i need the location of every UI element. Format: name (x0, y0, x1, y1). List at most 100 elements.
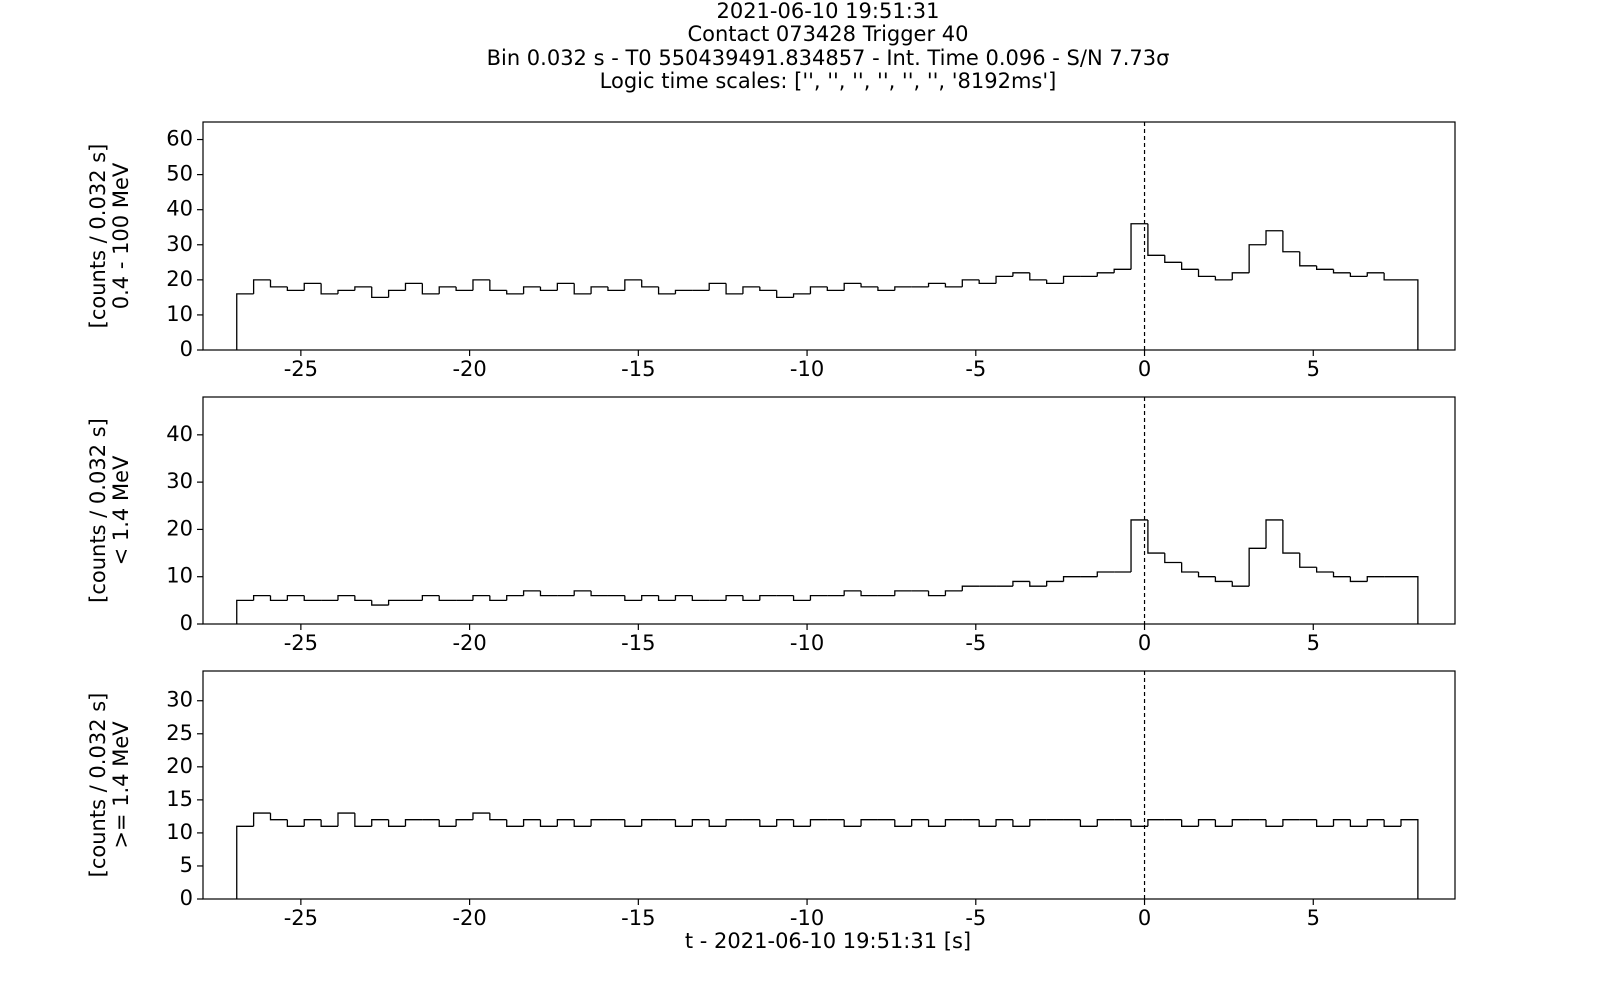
histogram-step (759, 594, 777, 601)
y-tick-label: 10 (166, 820, 193, 844)
histogram-step (1096, 819, 1115, 827)
histogram-step (421, 594, 440, 601)
x-tick-label: -10 (790, 906, 824, 930)
x-tick-label: -10 (790, 631, 824, 655)
x-tick-label: -25 (284, 357, 318, 381)
histogram-step (489, 279, 507, 292)
histogram-step (1383, 272, 1402, 281)
x-tick-label: 5 (1307, 631, 1320, 655)
histogram-step (691, 819, 710, 827)
histogram-step (725, 819, 743, 827)
histogram-step (944, 283, 963, 288)
histogram-step (1130, 819, 1148, 827)
x-tick-label: 5 (1307, 357, 1320, 381)
histogram-step (725, 283, 743, 295)
histogram-step (708, 819, 727, 827)
histogram-step (371, 819, 389, 827)
x-tick-label: 5 (1307, 906, 1320, 930)
histogram-step (860, 819, 878, 827)
histogram-step (1332, 269, 1351, 274)
histogram-step (1401, 279, 1419, 350)
histogram-step (809, 819, 828, 827)
histogram-step (894, 286, 912, 291)
histogram-step (354, 813, 372, 827)
histogram-step (776, 819, 794, 827)
histogram-step (1079, 819, 1098, 827)
histogram-step (1012, 272, 1030, 277)
histogram-step (792, 595, 811, 602)
y-tick-label: 30 (166, 469, 193, 493)
histogram-step (1400, 819, 1419, 899)
histogram-step (978, 819, 997, 827)
histogram-step (641, 279, 659, 288)
histogram-step (843, 282, 862, 291)
histogram-step (438, 595, 457, 602)
histogram-step (1164, 255, 1182, 263)
y-tick-label: 20 (166, 516, 193, 540)
y-tick-label: 0 (180, 611, 193, 635)
y-tick-label: 20 (166, 754, 193, 778)
histogram-step (286, 594, 305, 601)
histogram-step (641, 819, 659, 827)
histogram-step (1046, 580, 1064, 587)
histogram-step (404, 282, 423, 291)
y-axis-label: [counts / 0.032 s] (86, 144, 110, 329)
histogram-step (522, 590, 541, 596)
histogram-step (1299, 553, 1317, 568)
y-tick-label: 0 (180, 886, 193, 910)
y-axis-label: >= 1.4 MeV (109, 721, 133, 849)
histogram-step (1181, 262, 1199, 270)
histogram-step (337, 812, 355, 827)
histogram-step (809, 286, 828, 294)
histogram-step (1248, 244, 1267, 273)
histogram-step (539, 819, 558, 827)
x-axis-label: t - 2021-06-10 19:51:31 [s] (685, 929, 971, 953)
y-tick-label: 20 (166, 267, 193, 291)
y-tick-label: 40 (166, 422, 193, 446)
histogram-step (455, 819, 473, 827)
histogram-step (978, 279, 997, 285)
histogram-step (438, 286, 457, 294)
histogram-step (1062, 576, 1081, 582)
x-tick-label: -25 (284, 631, 318, 655)
histogram-step (843, 819, 862, 827)
histogram-step (286, 819, 305, 827)
histogram-step (708, 282, 727, 291)
histogram-step (1231, 819, 1250, 827)
y-tick-label: 60 (166, 127, 193, 151)
histogram-step (489, 595, 507, 602)
histogram-step (725, 594, 743, 601)
y-tick-label: 30 (166, 232, 193, 256)
histogram-step (1164, 553, 1182, 564)
histogram-step (1130, 519, 1148, 572)
histogram-step (455, 286, 473, 292)
histogram-step (1231, 581, 1250, 587)
histogram-step (674, 819, 693, 827)
histogram-step (371, 600, 389, 606)
histogram-step (1366, 576, 1385, 582)
histogram-step (337, 594, 355, 601)
histogram-step (1383, 819, 1402, 827)
histogram-step (944, 819, 963, 827)
histogram-step (1349, 819, 1368, 827)
y-tick-label: 0 (180, 337, 193, 361)
histogram-step (252, 812, 271, 827)
histogram-step (1401, 576, 1419, 624)
histogram-step (522, 819, 541, 827)
histogram-step (320, 819, 338, 827)
histogram-step (944, 590, 963, 596)
histogram-step (269, 279, 288, 288)
y-tick-label: 40 (166, 197, 193, 221)
axes-frame (202, 396, 1456, 625)
histogram-step (624, 819, 642, 827)
histogram-step (573, 283, 592, 295)
histogram-step (1282, 519, 1300, 554)
histogram-step (590, 590, 608, 597)
histogram-step (1029, 272, 1047, 281)
histogram-step (742, 286, 760, 294)
histogram-step (236, 599, 254, 624)
histogram-step (269, 813, 288, 821)
histogram-step (236, 825, 254, 899)
x-tick-label: 0 (1138, 631, 1151, 655)
title-line: Contact 073428 Trigger 40 (687, 22, 968, 46)
